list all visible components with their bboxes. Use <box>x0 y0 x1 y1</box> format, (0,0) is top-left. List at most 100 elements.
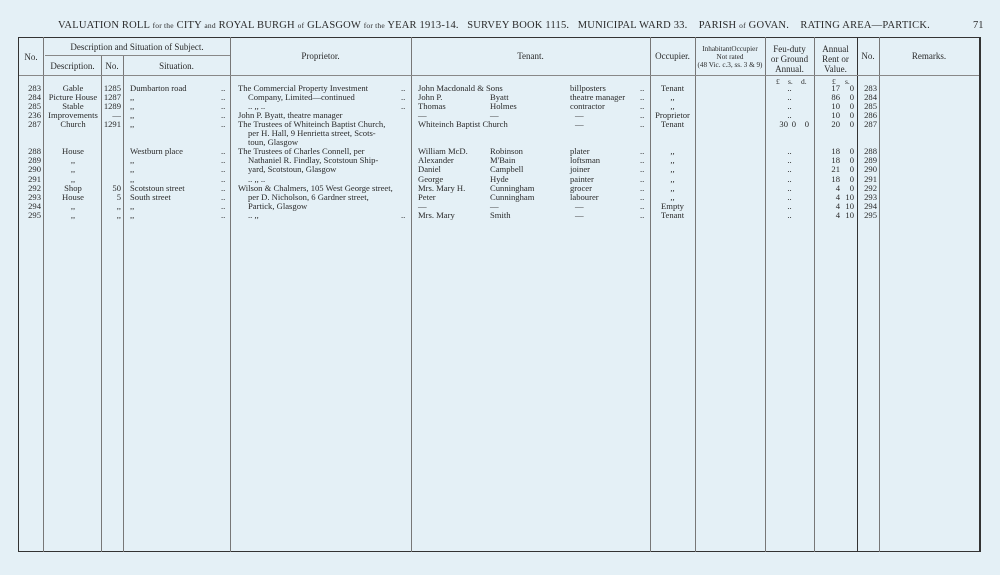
proprietor: The Trustees of Charles Connell, per <box>238 146 365 157</box>
dot-leader: .. <box>640 146 645 157</box>
column-rule <box>695 37 696 552</box>
situation: ,, <box>130 101 135 112</box>
tenant-first-name: Mrs. Mary <box>418 209 455 220</box>
street-number: — <box>112 110 121 121</box>
proprietor: Partick, Glasgow <box>248 200 308 211</box>
situation: Westburn place <box>130 146 183 157</box>
dot-leader: .. <box>401 209 406 220</box>
tenant-occupation: plater <box>570 146 590 157</box>
tenant-surname: Smith <box>490 209 511 220</box>
feu-unit-shillings: s. <box>788 77 793 86</box>
rent-shillings: 0 <box>849 101 854 112</box>
header-annual-rent: Annual Rent or Value. <box>822 44 849 74</box>
row-number: 291 <box>28 173 41 184</box>
tenant-occupation: theatre manager <box>570 92 626 103</box>
row-number: 295 <box>28 209 41 220</box>
rent-pounds: 4 <box>835 200 840 211</box>
rent-pounds: 4 <box>835 191 840 202</box>
header-rule <box>19 75 979 76</box>
dot-leader: .. <box>221 191 226 202</box>
dot-leader: .. <box>221 101 226 112</box>
dot-leader: .. <box>640 209 645 220</box>
feu-duty: .. <box>787 209 792 220</box>
tenant-first-name: Mrs. Mary H. <box>418 182 466 193</box>
column-rule <box>43 37 44 552</box>
feu-shillings: 0 <box>791 119 796 130</box>
situation: Scotstoun street <box>130 182 185 193</box>
tenant-occupation: — <box>575 209 584 220</box>
feu-duty: .. <box>787 182 792 193</box>
rent-pounds: 86 <box>831 92 840 103</box>
proprietor: The Trustees of Whiteinch Baptist Church… <box>238 119 386 130</box>
tenant-surname: M'Bain <box>490 155 516 166</box>
feu-duty: .. <box>787 83 792 93</box>
rent-shillings: 0 <box>849 83 854 93</box>
dot-leader: .. <box>640 110 645 121</box>
row-number-right: 287 <box>864 119 877 130</box>
tenant-first-name: George <box>418 173 444 184</box>
feu-duty: .. <box>787 101 792 112</box>
feu-duty: .. <box>787 110 792 121</box>
proprietor: per D. Nicholson, 6 Gardner street, <box>248 191 369 202</box>
rent-shillings: 0 <box>849 110 854 121</box>
row-number-right: 293 <box>864 191 877 202</box>
tenant-occupation: — <box>575 110 584 121</box>
tenant-surname: Cunningham <box>490 191 535 202</box>
feu-unit-pounds: £ <box>776 77 780 86</box>
feu-unit-pence: d. <box>801 77 807 86</box>
street-number: 5 <box>116 191 121 202</box>
occupier: ,, <box>670 146 675 157</box>
column-rule <box>101 55 102 552</box>
dot-leader: .. <box>221 209 226 220</box>
column-rule <box>650 37 651 552</box>
row-number-right: 288 <box>864 146 877 157</box>
tenant-first-name: Alexander <box>418 155 454 166</box>
tenant-occupation: — <box>575 200 584 211</box>
dot-leader: .. <box>221 173 226 184</box>
column-rule <box>765 37 766 552</box>
dot-leader: .. <box>401 101 406 112</box>
header-no: No. <box>24 52 38 62</box>
tenant-occupation: joiner <box>570 164 591 175</box>
tenant-occupation: loftsman <box>570 155 601 166</box>
column-rule <box>230 37 231 552</box>
description: ,, <box>70 200 76 211</box>
tenant-first-name: Whiteinch Baptist Church <box>418 119 508 130</box>
proprietor: .. ,, .. <box>248 173 266 184</box>
dot-leader: .. <box>221 110 226 121</box>
feu-duty: .. <box>787 146 792 157</box>
tenant-occupation: billposters <box>570 83 606 93</box>
rent-shillings: 0 <box>849 182 854 193</box>
tenant-first-name: William McD. <box>418 146 468 157</box>
description: Picture House <box>48 92 98 103</box>
description: Stable <box>62 101 84 112</box>
dot-leader: .. <box>640 119 645 130</box>
situation: ,, <box>130 173 135 184</box>
dot-leader: .. <box>221 146 226 157</box>
tenant-occupation: labourer <box>570 191 599 202</box>
tenant-surname: Cunningham <box>490 182 535 193</box>
street-number: ,, <box>116 209 121 220</box>
rent-pounds: 18 <box>831 173 840 184</box>
row-number: 293 <box>28 191 41 202</box>
tenant-surname: Robinson <box>490 146 523 157</box>
street-number: 1291 <box>103 119 121 130</box>
situation: ,, <box>130 209 135 220</box>
row-number: 288 <box>28 146 41 157</box>
row-number: 292 <box>28 182 41 193</box>
rent-pounds: 4 <box>835 182 840 193</box>
street-number: 1289 <box>103 101 121 112</box>
dot-leader: .. <box>221 164 226 175</box>
column-rule <box>814 37 815 552</box>
feu-duty: .. <box>787 173 792 184</box>
description: House <box>62 146 84 157</box>
occupier: Tenant <box>660 209 685 220</box>
header-description-group: Description and Situation of Subject. <box>70 42 204 52</box>
description: ,, <box>70 155 76 166</box>
rent-pounds: 20 <box>831 119 840 130</box>
description: Shop <box>64 182 82 193</box>
tenant-first-name: John P. <box>418 92 443 103</box>
occupier: ,, <box>670 191 675 202</box>
dot-leader: .. <box>640 182 645 193</box>
rent-shillings: 0 <box>849 164 854 175</box>
